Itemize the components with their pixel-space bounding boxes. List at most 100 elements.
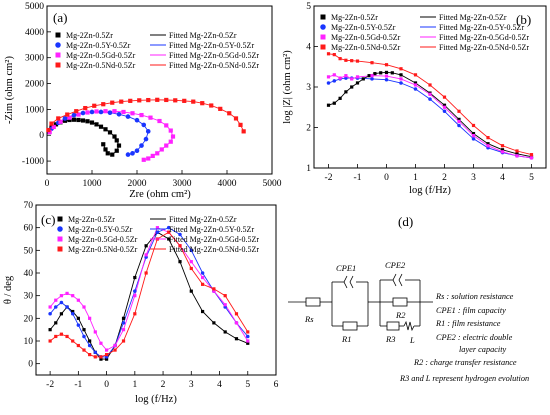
data-point — [76, 323, 81, 327]
panel-b-label: (b) — [516, 12, 531, 27]
data-point — [57, 246, 63, 252]
data-point — [53, 122, 59, 127]
legend-measured-label: Mg-2Zn-0.5Nd-0.5Zr — [66, 61, 136, 70]
panel-d-equivalent-circuit: (d) — [288, 214, 529, 383]
data-point — [332, 79, 337, 83]
data-point — [178, 232, 182, 237]
r2-label: R2 — [395, 310, 406, 320]
data-point — [133, 289, 137, 293]
y-tick-label: 1 — [306, 164, 311, 174]
x-tick-label: -1 — [354, 173, 362, 183]
data-point — [128, 98, 133, 103]
data-point — [145, 129, 151, 134]
data-point — [234, 337, 239, 341]
data-point — [515, 152, 519, 156]
data-point — [173, 98, 178, 103]
data-point — [113, 348, 117, 352]
data-point — [212, 289, 216, 293]
data-point — [384, 74, 389, 78]
panel-b-bode-modulus: (b) -2 -1 0 1 2 3 4 5 1 2 3 4 5 Mg-2Zn-0.5Zr Fitted M… — [282, 2, 547, 196]
data-point — [71, 117, 77, 122]
data-point — [457, 123, 461, 128]
data-point — [103, 147, 108, 152]
legend-fitted-label: Fitted Mg-2Zn-0.5Nd-0.5Zr — [169, 245, 259, 254]
x-tick-label: 1000 — [83, 179, 102, 189]
x-tick-label: 0 — [384, 173, 389, 183]
circuit-legend-line: CPE2 : electric double — [436, 333, 513, 342]
data-point — [94, 122, 99, 127]
r2-resistor — [392, 297, 408, 307]
panel-c-data-points — [48, 225, 250, 361]
data-point — [121, 321, 126, 325]
data-point — [134, 148, 140, 154]
data-point — [355, 59, 360, 63]
data-point — [320, 44, 326, 50]
legend-fitted-label: Fitted Mg-2Zn-0.5Zr — [169, 215, 237, 224]
data-point — [74, 109, 79, 114]
data-point — [133, 312, 137, 316]
data-point — [148, 115, 153, 120]
data-point — [166, 225, 171, 230]
data-point — [212, 287, 216, 291]
data-point — [56, 116, 61, 121]
legend-fitted-label: Fitted Mg-2Zn-0.5Gd-0.5Zr — [439, 33, 529, 42]
data-point — [178, 260, 182, 264]
x-tick-label: 5 — [245, 380, 250, 390]
data-point — [143, 136, 149, 142]
y-tick-label: 50 — [24, 246, 34, 256]
data-point — [48, 339, 52, 343]
legend-measured-label: Mg-2Zn-0.5Gd-0.5Zr — [331, 33, 401, 42]
data-point — [223, 303, 227, 307]
data-point — [104, 348, 109, 352]
data-point — [48, 305, 52, 309]
data-point — [103, 109, 108, 114]
panel-a-frame — [46, 5, 273, 175]
panel-a-axes: 0 1000 2000 3000 4000 5000 -1000 0 1000 2000 3000 4… — [22, 2, 282, 189]
data-point — [80, 118, 86, 123]
data-point — [99, 341, 103, 345]
data-point — [338, 57, 342, 61]
y-tick-label: 0 — [39, 131, 44, 141]
data-point — [471, 123, 476, 128]
data-point — [168, 139, 173, 144]
data-point — [413, 83, 418, 87]
data-point — [88, 339, 92, 343]
legend-measured-label: Mg-2Zn-0.5Nd-0.5Zr — [68, 245, 138, 254]
x-tick-label: 2 — [161, 380, 166, 390]
data-point — [51, 124, 56, 130]
data-point — [65, 112, 70, 117]
data-point — [442, 103, 447, 107]
data-point — [70, 312, 75, 316]
data-point — [133, 294, 137, 298]
panel-d-label: (d) — [398, 214, 413, 229]
panel-a-xlabel: Zre (ohm cm²) — [129, 189, 191, 200]
data-point — [529, 156, 534, 160]
data-point — [413, 73, 418, 77]
data-point — [82, 348, 86, 352]
circuit-wires — [288, 279, 433, 332]
x-tick-label: 3 — [189, 380, 194, 390]
data-point — [105, 151, 110, 156]
data-point — [320, 34, 326, 40]
data-point — [82, 305, 86, 309]
data-point — [320, 14, 326, 20]
data-point — [71, 309, 75, 314]
legend-fitted-label: Fitted Mg-2Zn-0.5Gd-0.5Zr — [169, 51, 259, 60]
data-point — [107, 130, 113, 135]
r1-label: R1 — [341, 334, 351, 344]
data-point — [515, 149, 519, 153]
panel-b-data-points — [326, 52, 534, 160]
data-point — [350, 77, 354, 81]
data-point — [515, 154, 519, 158]
data-point — [471, 137, 476, 141]
x-tick-label: 3 — [471, 173, 476, 183]
data-point — [457, 117, 461, 121]
data-point — [233, 116, 239, 121]
data-point — [71, 339, 75, 343]
rs-label: Rs — [304, 314, 314, 324]
data-point — [130, 111, 135, 116]
data-point — [399, 81, 403, 85]
y-tick-label: 4 — [306, 43, 311, 53]
data-point — [141, 157, 146, 162]
